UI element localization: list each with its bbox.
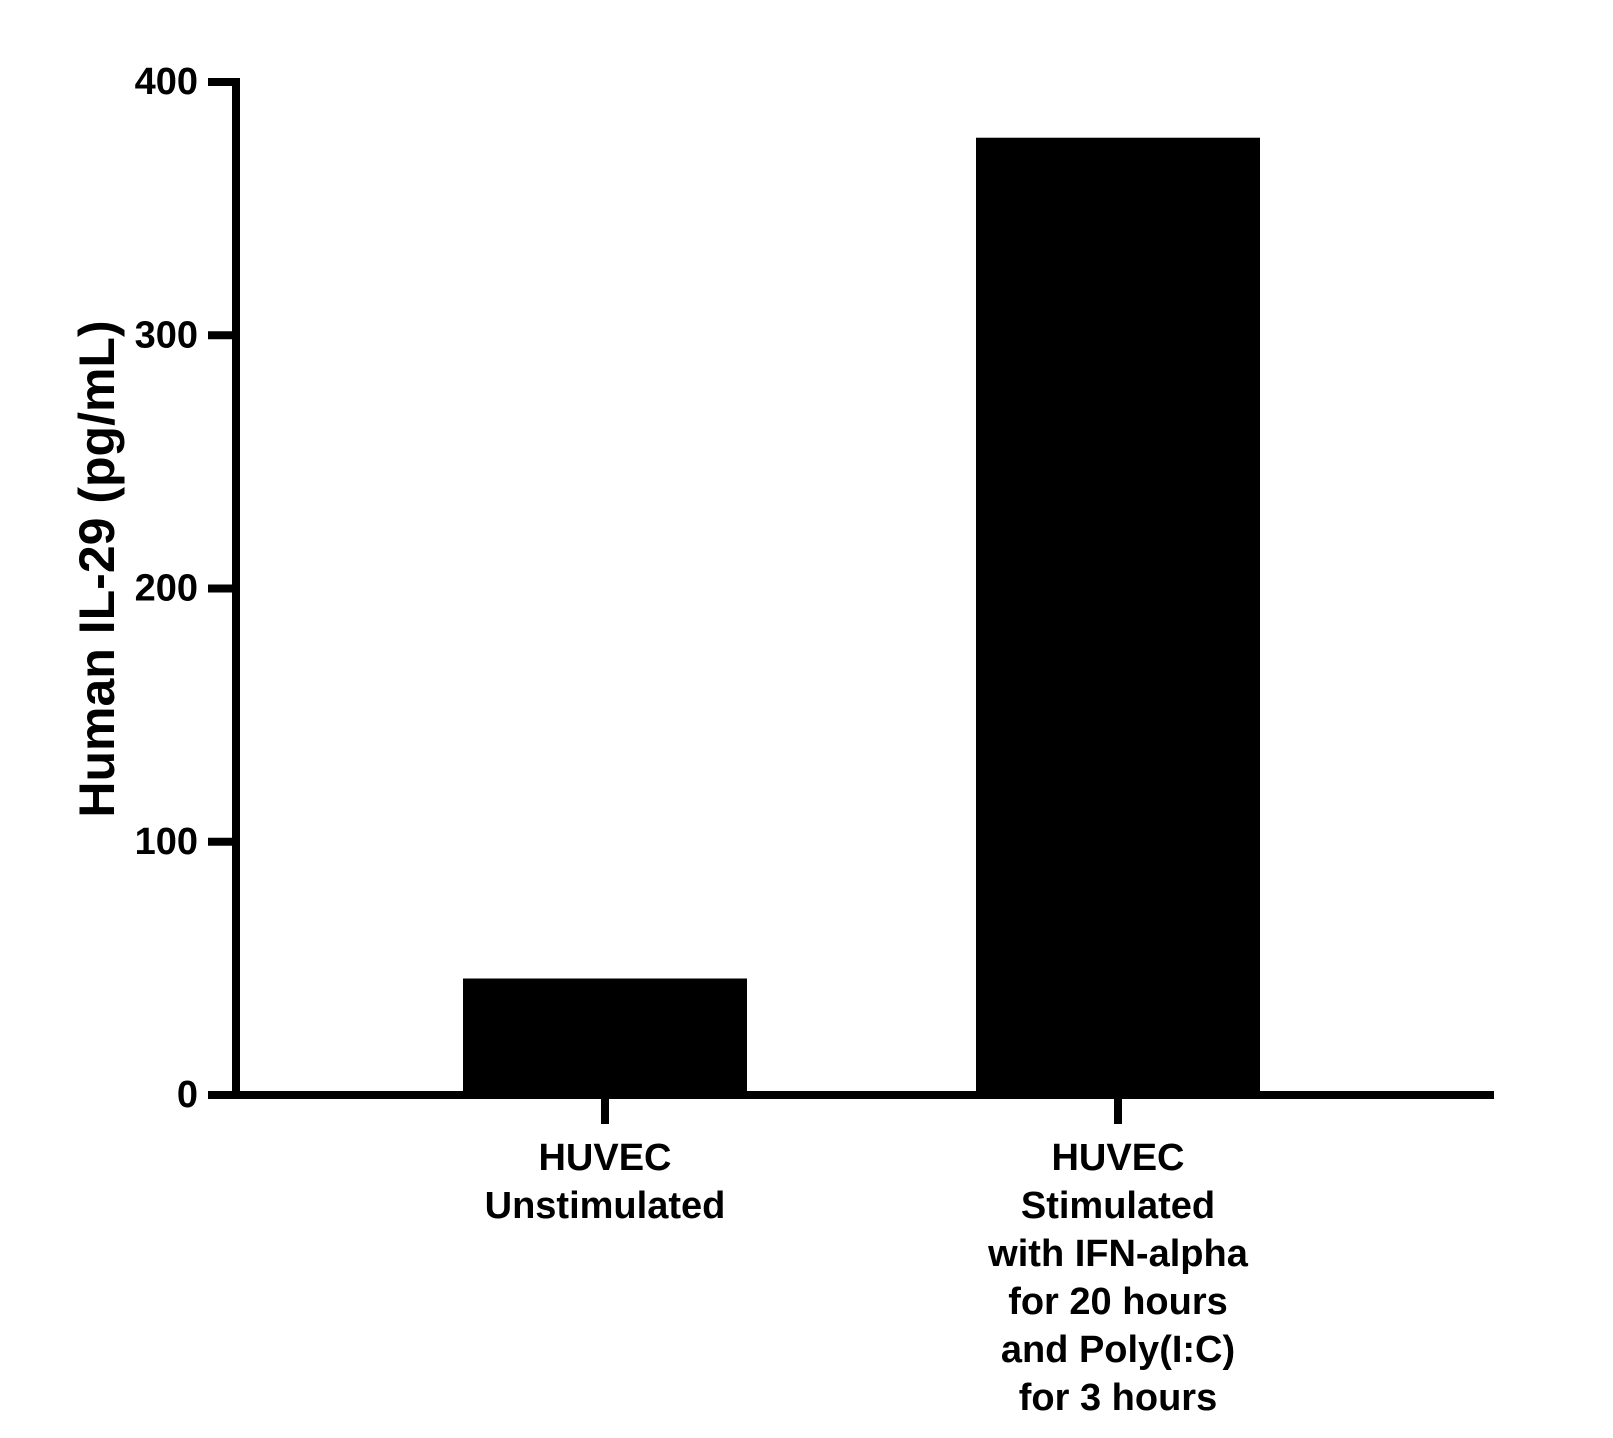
x-category-label-line: with IFN-alpha	[987, 1233, 1249, 1275]
y-tick-label: 100	[135, 821, 198, 863]
bar-2	[976, 137, 1260, 1096]
x-category-label-line: Unstimulated	[485, 1185, 726, 1227]
axes-group	[232, 78, 1494, 1099]
y-tick-label: 300	[135, 314, 198, 356]
bar-1	[463, 978, 747, 1095]
y-axis-title: Human IL-29 (pg/mL)	[69, 320, 125, 817]
bars-group	[463, 137, 1260, 1096]
x-category-label-line: HUVEC	[538, 1137, 671, 1179]
x-category-label: HUVEC Unstimulated	[485, 1137, 726, 1227]
x-category-label-line: for 20 hours	[1008, 1281, 1228, 1323]
x-ticks-group: HUVEC Unstimulated HUVEC Stimulated with IFN…	[485, 1095, 1249, 1419]
y-ticks-group: 0 100 200 300 400	[135, 61, 236, 1116]
x-category-label-line: HUVEC	[1051, 1137, 1184, 1179]
x-category-label: HUVEC Stimulated with IFN-alpha for 20 hour…	[987, 1137, 1249, 1419]
x-category-label-line: and Poly(I:C)	[1001, 1329, 1235, 1371]
y-tick-label: 0	[177, 1074, 198, 1116]
x-category-label-line: Stimulated	[1021, 1185, 1215, 1227]
y-tick-label: 200	[135, 568, 198, 610]
y-tick-label: 400	[135, 61, 198, 103]
x-category-label-line: for 3 hours	[1019, 1377, 1217, 1419]
